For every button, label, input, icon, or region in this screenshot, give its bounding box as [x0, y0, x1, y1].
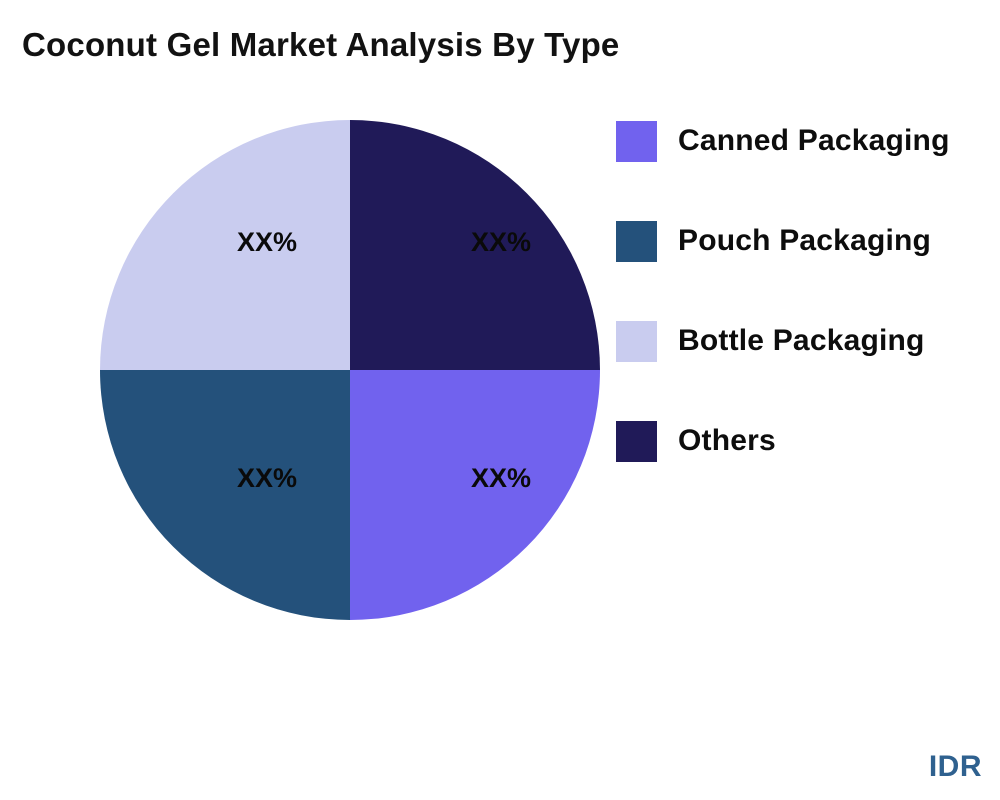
legend-swatch-others	[616, 420, 657, 462]
pie-slice-label-canned-packaging: XX%	[471, 463, 531, 493]
pie-slice-others	[350, 120, 600, 370]
legend-item-pouch-packaging: Pouch Packaging	[616, 220, 950, 262]
pie-slice-label-others: XX%	[471, 227, 531, 257]
legend-label-bottle-packaging: Bottle Packaging	[678, 324, 925, 357]
legend-item-bottle-packaging: Bottle Packaging	[616, 320, 950, 362]
page-title: Coconut Gel Market Analysis By Type	[22, 26, 620, 63]
legend-label-canned-packaging: Canned Packaging	[678, 124, 950, 157]
legend-label-pouch-packaging: Pouch Packaging	[678, 224, 932, 257]
pie-chart-svg: XX% XX% XX% XX%	[100, 120, 600, 620]
pie-slice-canned-packaging	[350, 370, 600, 620]
legend: Canned Packaging Pouch Packaging Bottle …	[616, 120, 950, 520]
legend-swatch-canned-packaging	[616, 120, 657, 162]
legend-swatch-bottle-packaging	[616, 320, 657, 362]
pie-slice-label-pouch-packaging: XX%	[237, 463, 297, 493]
pie-slice-pouch-packaging	[100, 370, 350, 620]
legend-swatch-pouch-packaging	[616, 220, 657, 262]
legend-label-others: Others	[678, 424, 776, 457]
pie-slice-bottle-packaging	[100, 120, 350, 370]
pie-slice-label-bottle-packaging: XX%	[237, 227, 297, 257]
legend-item-canned-packaging: Canned Packaging	[616, 120, 950, 162]
idr-logo: IDR	[928, 750, 982, 783]
pie-chart: XX% XX% XX% XX%	[100, 120, 600, 620]
legend-item-others: Others	[616, 420, 950, 462]
